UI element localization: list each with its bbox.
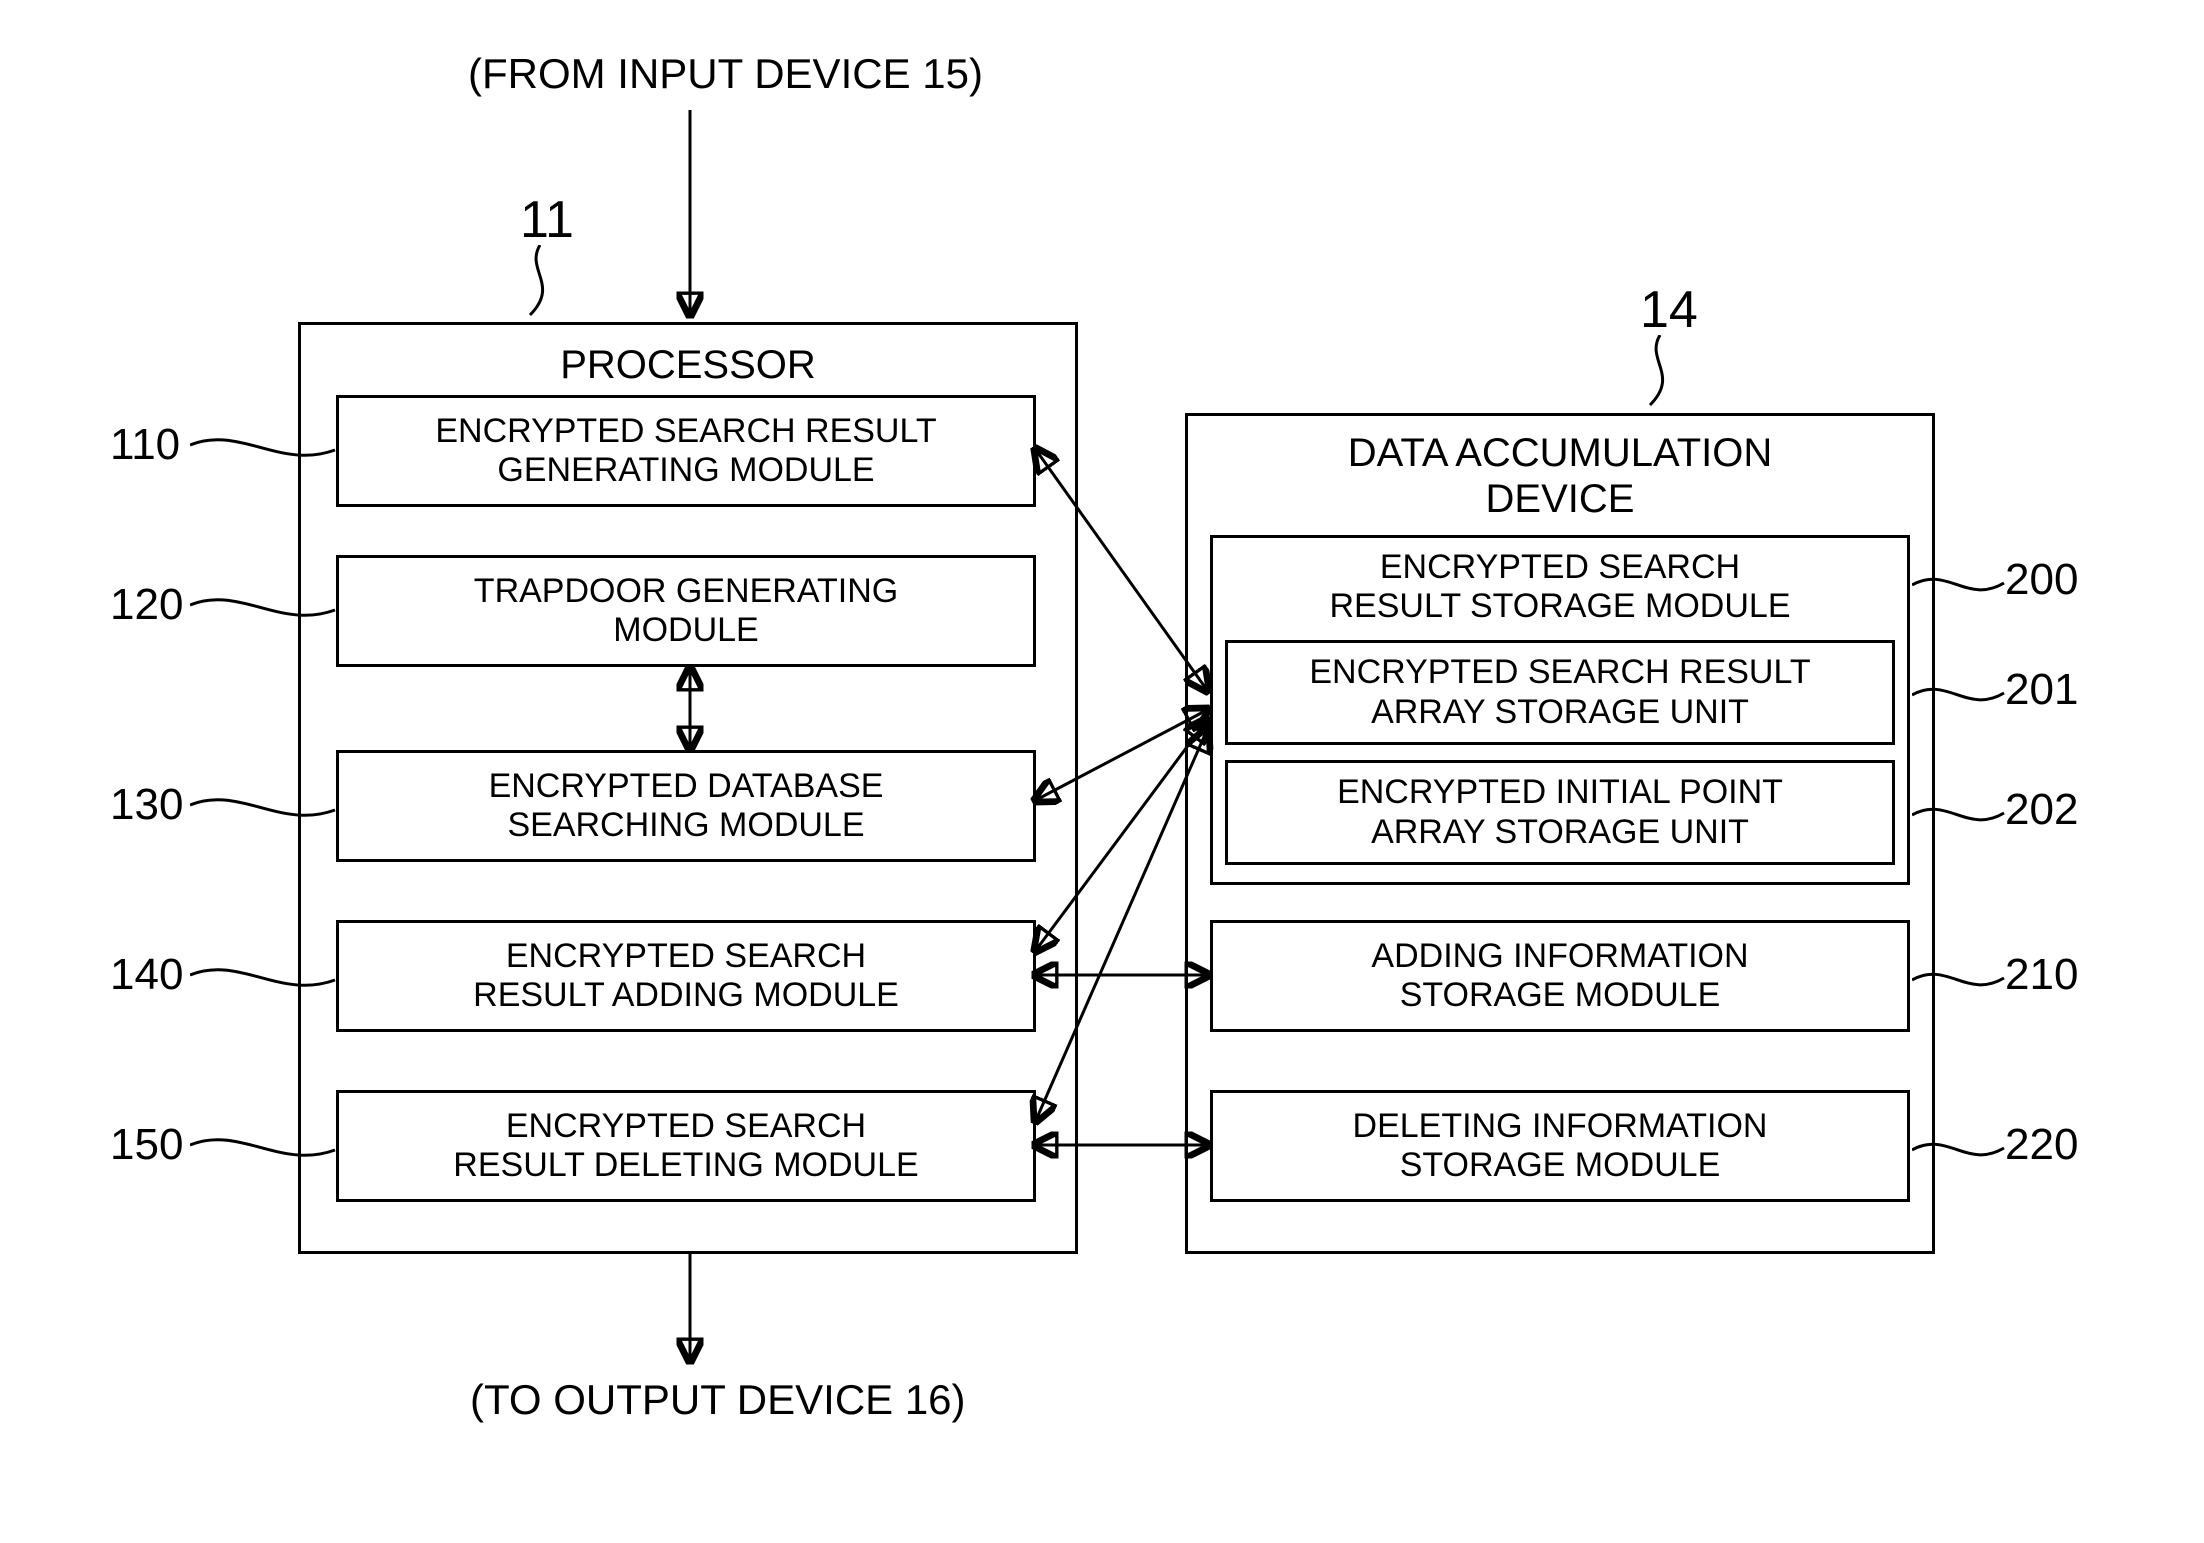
ref-220: 220 xyxy=(2005,1120,2078,1170)
module-210: ADDING INFORMATION STORAGE MODULE xyxy=(1210,920,1910,1032)
module-201: ENCRYPTED SEARCH RESULT ARRAY STORAGE UN… xyxy=(1225,640,1895,745)
module-130-text: ENCRYPTED DATABASE SEARCHING MODULE xyxy=(489,767,884,845)
ref-140: 140 xyxy=(110,950,183,1000)
diagram-canvas: (FROM INPUT DEVICE 15) 11 PROCESSOR ENCR… xyxy=(0,0,2204,1543)
module-110: ENCRYPTED SEARCH RESULT GENERATING MODUL… xyxy=(336,395,1036,507)
module-150: ENCRYPTED SEARCH RESULT DELETING MODULE xyxy=(336,1090,1036,1202)
ref-201: 201 xyxy=(2005,665,2078,715)
module-140-text: ENCRYPTED SEARCH RESULT ADDING MODULE xyxy=(473,937,899,1015)
module-220: DELETING INFORMATION STORAGE MODULE xyxy=(1210,1090,1910,1202)
module-110-text: ENCRYPTED SEARCH RESULT GENERATING MODUL… xyxy=(435,412,936,490)
module-210-text: ADDING INFORMATION STORAGE MODULE xyxy=(1371,937,1748,1015)
ref-14: 14 xyxy=(1640,280,1698,340)
ref-120: 120 xyxy=(110,580,183,630)
ref-150: 150 xyxy=(110,1120,183,1170)
module-120: TRAPDOOR GENERATING MODULE xyxy=(336,555,1036,667)
module-200-text: ENCRYPTED SEARCH RESULT STORAGE MODULE xyxy=(1213,548,1907,626)
ref-11: 11 xyxy=(520,190,574,250)
ref-210: 210 xyxy=(2005,950,2078,1000)
module-202: ENCRYPTED INITIAL POINT ARRAY STORAGE UN… xyxy=(1225,760,1895,865)
module-201-text: ENCRYPTED SEARCH RESULT ARRAY STORAGE UN… xyxy=(1309,653,1810,731)
processor-title: PROCESSOR xyxy=(301,343,1075,388)
module-220-text: DELETING INFORMATION STORAGE MODULE xyxy=(1353,1107,1768,1185)
ref-202: 202 xyxy=(2005,785,2078,835)
module-150-text: ENCRYPTED SEARCH RESULT DELETING MODULE xyxy=(453,1107,918,1185)
module-202-text: ENCRYPTED INITIAL POINT ARRAY STORAGE UN… xyxy=(1337,773,1783,851)
to-output-label: (TO OUTPUT DEVICE 16) xyxy=(470,1376,966,1424)
ref-110: 110 xyxy=(110,420,180,470)
data-accum-title: DATA ACCUMULATION DEVICE xyxy=(1188,430,1932,522)
ref-200: 200 xyxy=(2005,555,2078,605)
module-130: ENCRYPTED DATABASE SEARCHING MODULE xyxy=(336,750,1036,862)
module-140: ENCRYPTED SEARCH RESULT ADDING MODULE xyxy=(336,920,1036,1032)
from-input-label: (FROM INPUT DEVICE 15) xyxy=(468,50,983,98)
ref-130: 130 xyxy=(110,780,183,830)
module-120-text: TRAPDOOR GENERATING MODULE xyxy=(474,572,898,650)
